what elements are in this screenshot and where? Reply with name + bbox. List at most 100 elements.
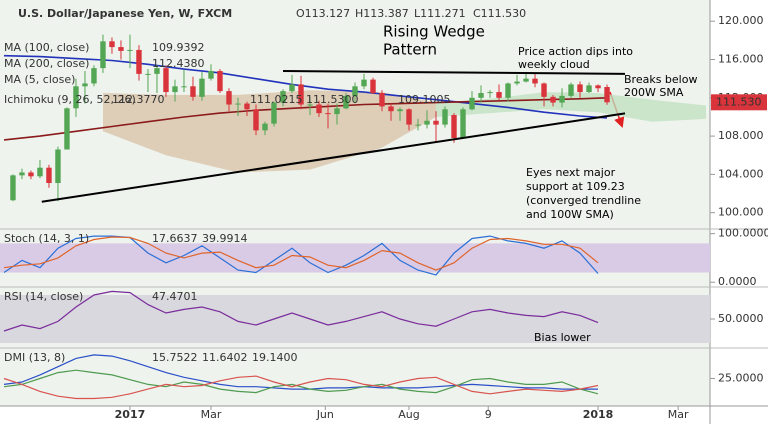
candle-body: [172, 86, 178, 93]
candle-body: [460, 109, 466, 139]
candle-body: [388, 106, 394, 112]
annotation: Price action dips into: [518, 45, 633, 58]
candle-body: [208, 71, 214, 79]
annotation: Rising Wedge: [383, 23, 485, 41]
candle-body: [577, 84, 583, 93]
candle-body: [91, 68, 97, 84]
candle-body: [280, 91, 286, 103]
candle-body: [37, 167, 43, 177]
x-tick-label: Jun: [316, 408, 334, 421]
indicator-value: 47.4701: [152, 290, 198, 303]
candle-body: [298, 84, 304, 105]
indicator-value: 17.6637: [152, 232, 198, 245]
indicator-title: DMI (13, 8): [4, 351, 65, 364]
ohlc-label: O113.127: [296, 7, 350, 20]
annotation: weekly cloud: [518, 58, 590, 71]
indicator-value: 15.7522: [152, 351, 198, 364]
last-price-tag: [711, 94, 767, 111]
ichimoku-value: 109.1005: [398, 93, 451, 106]
ohlc-label: L111.271: [414, 7, 466, 20]
candle-body: [271, 102, 277, 124]
candle-body: [433, 120, 439, 125]
ichimoku-value: 111.5300: [306, 93, 359, 106]
y-tick-label: 25.0000: [718, 371, 764, 384]
indicator-line: [3, 375, 599, 400]
x-tick-label: Aug: [398, 408, 419, 421]
candle-body: [109, 41, 115, 48]
x-tick-label: 2018: [583, 408, 614, 421]
ichimoku-cloud: [436, 92, 706, 122]
annotation: Pattern: [383, 41, 437, 59]
candle-body: [586, 85, 592, 93]
x-tick-label: Mar: [201, 408, 222, 421]
ohlc-label: H113.387: [355, 7, 409, 20]
candle-body: [73, 86, 79, 109]
candle-body: [244, 103, 250, 110]
candle-body: [505, 83, 511, 98]
candle-body: [424, 120, 430, 125]
candle-body: [307, 104, 313, 106]
legend-label: MA (5, close): [4, 73, 75, 86]
candle-body: [163, 68, 169, 93]
candle-body: [451, 115, 457, 139]
candle-body: [154, 68, 160, 74]
candle-body: [226, 91, 232, 105]
indicator-band: [0, 243, 710, 273]
indicator-line: [3, 369, 599, 395]
annotation: Eyes next major: [526, 166, 616, 179]
candle-body: [262, 123, 268, 131]
candle-body: [550, 96, 556, 103]
candle-body: [478, 93, 484, 98]
annotation: support at 109.23: [526, 180, 625, 193]
candle-body: [496, 92, 502, 98]
y-tick-label: 100.0000: [718, 227, 768, 240]
candle-body: [568, 84, 574, 96]
x-tick-label: 9: [485, 408, 492, 421]
candle-body: [379, 93, 385, 107]
candle-body: [82, 83, 88, 87]
last-price-label: 111.530: [716, 95, 762, 108]
candle-body: [19, 172, 25, 176]
candle-body: [190, 86, 196, 97]
candle-body: [442, 109, 448, 125]
candle-body: [199, 78, 205, 97]
candle-body: [289, 84, 295, 92]
candle-body: [64, 108, 70, 150]
candle-body: [361, 79, 367, 87]
legend-value: 109.9392: [152, 41, 205, 54]
y-tick-label: 50.0000: [718, 312, 764, 325]
candle-body: [532, 78, 538, 84]
candle-body: [352, 86, 358, 96]
candle-body: [406, 109, 412, 125]
moving-average-line: [3, 54, 608, 119]
indicator-line: [3, 290, 599, 332]
indicator-line: [3, 236, 599, 271]
chart-title: U.S. Dollar/Japanese Yen, W, FXCM: [18, 7, 232, 20]
indicator-line: [3, 354, 598, 390]
indicator-title: RSI (14, close): [4, 290, 83, 303]
ichimoku-value: 112.3770: [112, 93, 165, 106]
candle-body: [514, 81, 520, 84]
candle-body: [46, 167, 52, 184]
y-tick-label: 100.000: [718, 206, 764, 219]
annotation: 200W SMA: [624, 86, 684, 99]
annotation: Breaks below: [624, 73, 697, 86]
y-tick-label: 116.000: [718, 53, 764, 66]
trendline: [41, 112, 626, 203]
candle-body: [370, 79, 376, 94]
candle-body: [523, 78, 529, 82]
candle-body: [145, 73, 151, 75]
annotation: (converged trendline: [526, 194, 641, 207]
candle-body: [118, 47, 124, 51]
candle-body: [325, 113, 331, 115]
candle-body: [541, 83, 547, 97]
y-tick-label: 104.000: [718, 167, 764, 180]
candle-body: [55, 149, 61, 184]
y-tick-label: 120.000: [718, 14, 764, 27]
trendline: [282, 70, 626, 75]
candle-body: [343, 95, 349, 109]
candle-body: [487, 92, 493, 94]
candle-body: [334, 108, 340, 115]
